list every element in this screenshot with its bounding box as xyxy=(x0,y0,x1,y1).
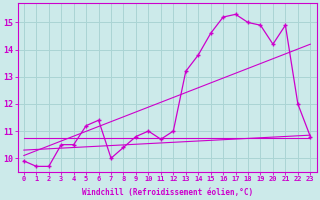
X-axis label: Windchill (Refroidissement éolien,°C): Windchill (Refroidissement éolien,°C) xyxy=(82,188,253,197)
